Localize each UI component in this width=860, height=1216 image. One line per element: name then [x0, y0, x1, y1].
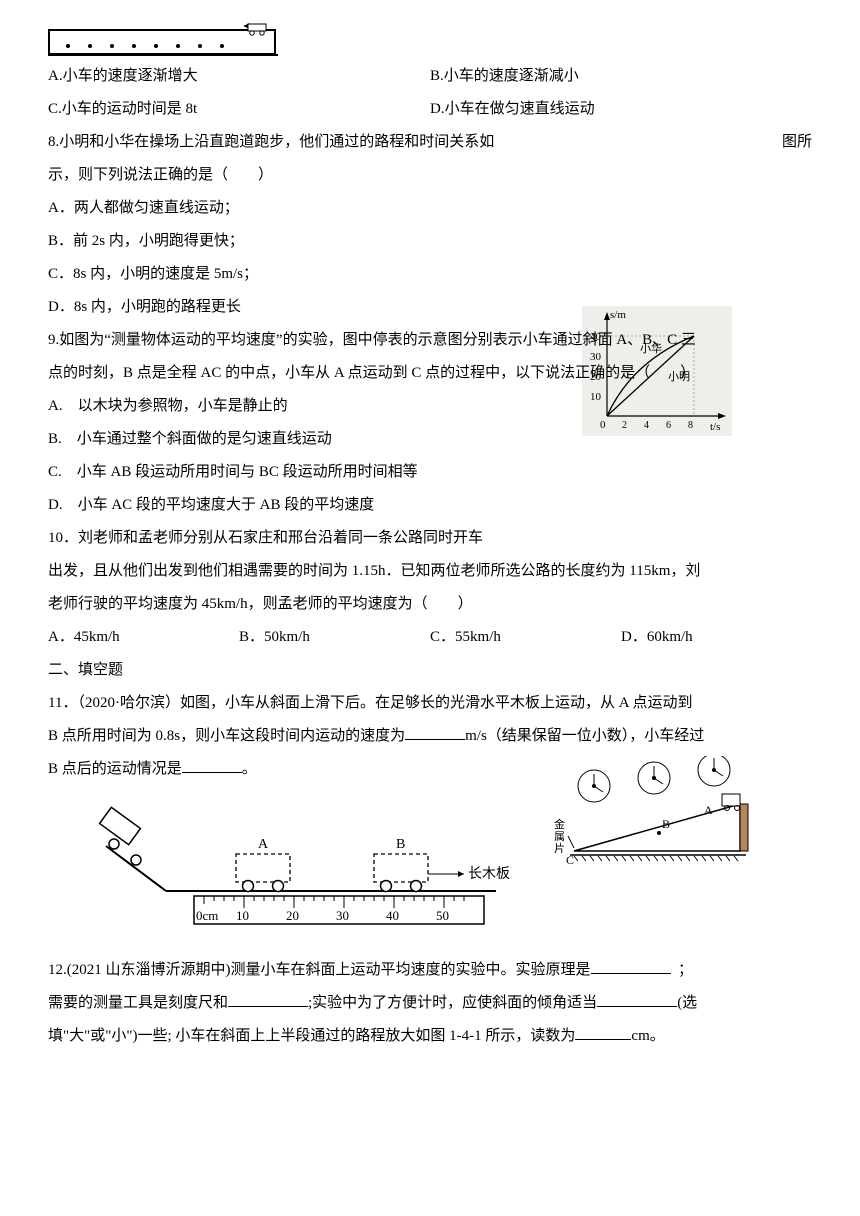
blank-motion — [182, 757, 242, 774]
q12-stem2b: ;实验中为了方便计时，应使斜面的倾角适当 — [308, 995, 597, 1011]
blank-reading — [575, 1024, 631, 1041]
svg-text:10: 10 — [236, 908, 249, 923]
svg-text:30: 30 — [336, 908, 349, 923]
q10-optB: B．50km/h — [239, 621, 430, 654]
q8-stem3: 示，则下列说法正确的是（ ） — [48, 159, 812, 192]
q11-stem2b: m/s（结果保留一位小数），小车经过 — [465, 728, 704, 744]
q9-figure: A B C 金 属 片 — [554, 756, 754, 866]
blank-speed — [405, 724, 465, 741]
q7-options-row1: A.小车的速度逐渐增大 B.小车的速度逐渐减小 — [48, 60, 812, 93]
q11-stem1: 11．（2020·哈尔滨）如图，小车从斜面上滑下后。在足够长的光滑水平木板上运动… — [48, 687, 812, 720]
q11-stem3b: 。 — [242, 761, 257, 777]
q7-optA: A.小车的速度逐渐增大 — [48, 60, 430, 93]
q10-optD: D．60km/h — [621, 621, 812, 654]
q10-stem2: 出发，且从他们出发到他们相遇需要的时间为 1.15h．已知两位老师所选公路的长度… — [48, 555, 812, 588]
blank-tool — [228, 991, 308, 1008]
svg-text:50: 50 — [436, 908, 449, 923]
ylabel: s/m — [610, 309, 626, 321]
q9: 9.如图为“测量物体运动的平均速度”的实验，图中停表的示意图分别表示小车通过斜面… — [48, 324, 812, 522]
q10-stem3: 老师行驶的平均速度为 45km/h，则孟老师的平均速度为（ ） — [48, 588, 812, 621]
blank-principle — [591, 958, 671, 975]
q10-optA: A．45km/h — [48, 621, 239, 654]
q12-stem3a: 填"大"或"小")一些; 小车在斜面上上半段通过的路程放大如图 1-4-1 所示… — [48, 1028, 575, 1044]
svg-text:20: 20 — [286, 908, 299, 923]
q12-stem1b: ； — [678, 962, 693, 978]
q10: 10．刘老师和孟老师分别从石家庄和邢台沿着同一条公路同时开车 出发，且从他们出发… — [48, 522, 812, 654]
q8-stem2: 图所 — [782, 126, 812, 159]
section2-title: 二、填空题 — [48, 654, 812, 687]
svg-text:A: A — [704, 803, 713, 817]
q9-optC: C. 小车 AB 段运动所用时间与 BC 段运动所用时间相等 — [48, 456, 812, 489]
svg-text:片: 片 — [554, 842, 565, 855]
q7-optC: C.小车的运动时间是 8t — [48, 93, 430, 126]
svg-text:40: 40 — [386, 908, 399, 923]
q7-optB: B.小车的速度逐渐减小 — [430, 60, 812, 93]
q8: 8.小明和小华在操场上沿直跑道跑步，他们通过的路程和时间关系如 图所 示，则下列… — [48, 126, 812, 324]
q12-stem2a: 需要的测量工具是刻度尺和 — [48, 995, 228, 1011]
q11-stem3a: B 点后的运动情况是 — [48, 761, 182, 777]
track-svg — [48, 22, 278, 56]
q12-stem2c: (选 — [677, 995, 697, 1011]
svg-text:B: B — [396, 837, 405, 852]
q8-optA: A．两人都做匀速直线运动； — [48, 192, 812, 225]
q7-figure — [48, 28, 812, 56]
q8-optC: C．8s 内，小明的速度是 5m/s； — [48, 258, 812, 291]
svg-text:0cm: 0cm — [196, 908, 218, 923]
svg-text:属: 属 — [554, 830, 565, 843]
q8-stem1: 8.小明和小华在操场上沿直跑道跑步，他们通过的路程和时间关系如 — [48, 126, 494, 159]
q12: 12.(2021 山东淄博沂源期中)测量小车在斜面上运动平均速度的实验中。实验原… — [48, 954, 812, 1053]
q9-optB: B. 小车通过整个斜面做的是匀速直线运动 — [48, 423, 812, 456]
q10-optC: C．55km/h — [430, 621, 621, 654]
q11-stem2a: B 点所用时间为 0.8s，则小车这段时间内运动的速度为 — [48, 728, 405, 744]
q7-optD: D.小车在做匀速直线运动 — [430, 93, 812, 126]
svg-text:B: B — [662, 817, 670, 831]
blank-angle — [597, 991, 677, 1008]
dots-track — [48, 28, 278, 56]
q12-stem1a: 12.(2021 山东淄博沂源期中)测量小车在斜面上运动平均速度的实验中。实验原… — [48, 962, 591, 978]
q7-options-row2: C.小车的运动时间是 8t D.小车在做匀速直线运动 — [48, 93, 812, 126]
q9-optA: A. 以木块为参照物，小车是静止的 — [48, 390, 812, 423]
q9-stem2: 点的时刻，B 点是全程 AC 的中点，小车从 A 点运动到 C 点的过程中，以下… — [48, 357, 812, 390]
svg-text:C: C — [566, 853, 574, 866]
q11-figure: A B 长木板 — [96, 796, 516, 936]
svg-text:金: 金 — [554, 817, 565, 831]
q9-optD: D. 小车 AC 段的平均速度大于 AB 段的平均速度 — [48, 489, 812, 522]
svg-text:长木板: 长木板 — [468, 866, 510, 882]
q8-optB: B．前 2s 内，小明跑得更快； — [48, 225, 812, 258]
q9-stem1: 9.如图为“测量物体运动的平均速度”的实验，图中停表的示意图分别表示小车通过斜面… — [48, 324, 812, 357]
q10-stem1: 10．刘老师和孟老师分别从石家庄和邢台沿着同一条公路同时开车 — [48, 522, 812, 555]
svg-text:A: A — [258, 837, 269, 852]
q12-stem3b: cm。 — [631, 1028, 664, 1044]
